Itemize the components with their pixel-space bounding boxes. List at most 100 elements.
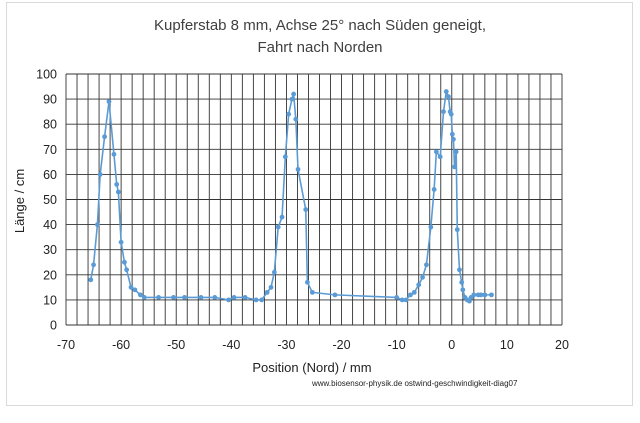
data-point <box>289 96 295 102</box>
x-tick-label: -40 <box>222 338 240 352</box>
data-point <box>332 292 338 298</box>
data-point <box>95 222 100 228</box>
source-annotation: www.biosensor-physik.de ostwind-geschwin… <box>311 379 518 388</box>
data-point <box>451 136 456 142</box>
data-point <box>408 292 413 298</box>
y-tick-label: 10 <box>43 293 57 307</box>
y-tick-label: 100 <box>36 68 57 82</box>
data-point <box>309 289 315 295</box>
y-tick-label: 80 <box>43 118 57 132</box>
data-point <box>275 224 281 230</box>
data-point <box>171 294 176 300</box>
data-point <box>433 149 439 155</box>
data-series <box>88 89 494 304</box>
data-point <box>449 131 455 137</box>
data-point <box>231 294 237 300</box>
data-point <box>424 262 429 268</box>
data-point <box>264 289 270 295</box>
data-point <box>271 269 277 275</box>
data-point <box>291 91 297 97</box>
data-point <box>437 154 443 160</box>
grid <box>65 73 563 326</box>
data-point <box>156 294 161 300</box>
data-point <box>443 89 449 94</box>
y-tick-label: 0 <box>50 319 57 333</box>
data-point <box>138 292 143 298</box>
data-point <box>242 294 248 300</box>
data-point <box>111 151 117 157</box>
data-point <box>88 277 94 283</box>
data-point <box>448 111 454 117</box>
data-point <box>253 297 259 303</box>
data-point <box>303 207 309 212</box>
chart-title-line-2: Fahrt nach Norden <box>257 39 382 56</box>
y-tick-label: 20 <box>43 268 57 282</box>
chart-svg: Kupferstab 8 mm, Achse 25° nach Süden ge… <box>12 17 569 388</box>
data-point <box>295 166 301 172</box>
data-point <box>457 267 462 273</box>
x-tick-label: -30 <box>277 338 295 352</box>
data-point <box>304 279 310 285</box>
data-point <box>115 189 121 195</box>
data-point <box>453 149 459 155</box>
x-tick-label: -20 <box>333 338 351 352</box>
data-point <box>282 154 288 160</box>
data-point <box>428 224 434 230</box>
data-point <box>226 297 231 303</box>
data-point <box>279 214 285 220</box>
x-tick-label: 10 <box>500 338 514 352</box>
data-point <box>460 287 466 293</box>
data-point <box>198 294 204 300</box>
y-tick-label: 40 <box>43 218 57 232</box>
x-axis-title: Position (Nord) / mm <box>252 360 371 375</box>
x-tick-label: 20 <box>555 338 569 352</box>
data-point <box>454 227 460 233</box>
data-point <box>102 134 107 140</box>
data-point <box>459 279 465 285</box>
data-point <box>286 111 292 117</box>
data-point <box>97 172 103 177</box>
data-point <box>182 294 187 300</box>
data-point <box>431 187 437 192</box>
data-point <box>441 109 446 115</box>
data-point <box>420 274 425 280</box>
y-tick-label: 70 <box>43 143 57 157</box>
data-point <box>403 297 409 303</box>
y-tick-label: 30 <box>43 243 57 257</box>
series-line <box>90 90 492 302</box>
data-point <box>122 259 127 265</box>
data-point <box>212 294 218 300</box>
data-point <box>91 262 96 268</box>
data-point <box>399 297 405 303</box>
data-point <box>446 94 451 99</box>
data-point <box>411 289 417 295</box>
chart-frame: Kupferstab 8 mm, Achse 25° nach Süden ge… <box>6 2 633 406</box>
data-point <box>114 182 120 187</box>
x-tick-label: -10 <box>388 338 406 352</box>
data-point <box>118 239 124 245</box>
data-point <box>124 267 130 273</box>
data-point <box>293 116 299 122</box>
x-tick-label: 0 <box>448 338 455 352</box>
data-point <box>394 294 400 300</box>
data-point <box>452 164 457 170</box>
data-point <box>128 284 134 290</box>
data-point <box>141 294 147 300</box>
data-point <box>467 298 472 304</box>
x-tick-label: -50 <box>167 338 185 352</box>
y-axis-title: Länge / cm <box>12 169 27 233</box>
data-point <box>268 284 274 290</box>
chart-title-line-1: Kupferstab 8 mm, Achse 25° nach Süden ge… <box>154 17 486 34</box>
x-tick-label: -70 <box>57 338 75 352</box>
y-tick-label: 50 <box>43 193 57 207</box>
data-point <box>471 292 477 298</box>
data-point <box>416 282 422 288</box>
y-tick-label: 60 <box>43 168 57 182</box>
data-point <box>132 287 138 293</box>
data-point <box>259 297 265 303</box>
y-tick-label: 90 <box>43 93 57 107</box>
data-point <box>482 292 488 298</box>
data-point <box>489 292 494 298</box>
data-point <box>106 99 112 105</box>
